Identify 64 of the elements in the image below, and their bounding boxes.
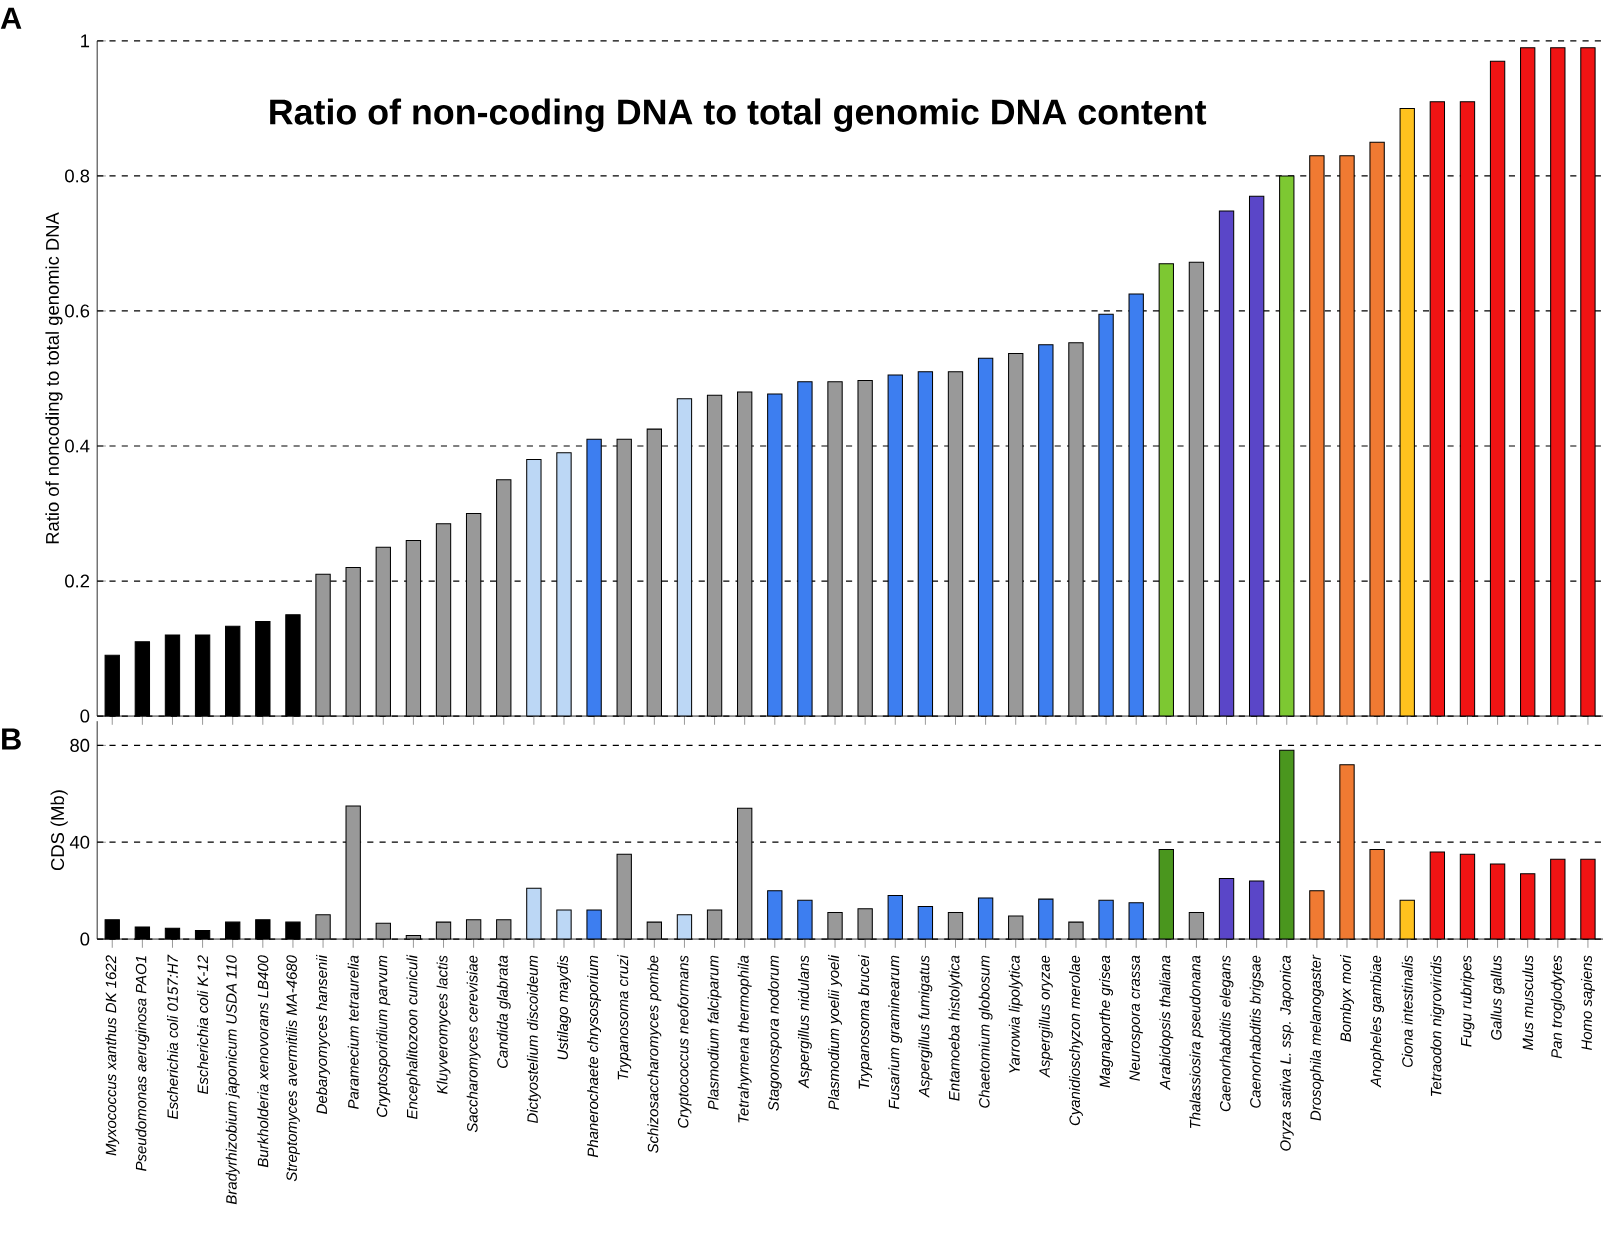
x-tick-label: Escherichia coli 0157:H7 [167,954,178,1120]
y-tick-label: 0.4 [65,439,90,453]
x-tick-label: Caenorhabditis elegans [1219,955,1234,1112]
y-tick-label: 0.2 [65,574,90,588]
x-tick-label: Candida glabrata [496,955,511,1069]
y-tick-label: 40 [69,835,90,849]
x-tick-label: Homo sapiens [1580,955,1595,1051]
y-tick-label: 0 [80,932,90,946]
text: B [2,728,21,750]
x-tick-label: Encephalitozoon cuniculi [406,954,421,1120]
x-tick-label: Dictyostelium discoideum [526,955,541,1124]
x-tick-label: Escherichia coli K-12 [197,955,209,1095]
x-tick-label: Phanerochaete chrysosporium [587,955,602,1158]
y-axis-title: CDS (Mb) [50,790,68,871]
y-tick-label: 0 [80,709,90,723]
x-tick-label: Pan troglodytes [1550,955,1565,1059]
x-tick-label: Ustilago maydis [557,955,571,1060]
x-tick-label: Plasmodium falciparum [707,955,722,1110]
x-tick-label: Cyanidioschyzon merolae [1069,955,1083,1126]
x-tick-label: Tetraodon nigroviridis [1430,955,1445,1097]
x-tick-label: Chaetomium globosum [978,955,993,1108]
x-tick-label: Paramecium tetraurelia [347,955,359,1110]
x-tick-label: Aspergillus nidulans [797,955,812,1089]
x-tick-label: Pseudomonas aeruginosa PAO1 [135,956,150,1172]
x-tick-label: Myxococcus xanthus DK 1622 [105,955,120,1156]
text: A [0,7,22,29]
x-tick-label: Yarrowia lipolytica [1008,955,1023,1073]
x-tick-label: Stagonospora nodorum [767,955,782,1111]
y-tick-label: 1 [81,34,90,48]
x-tick-label: Drosophila melanogaster [1309,954,1324,1121]
x-tick-label: Burkholderia xenovorans LB400 [257,955,269,1168]
x-tick-label: Fugu rubripes [1460,955,1475,1047]
x-tick-label: Bombyx mori [1340,954,1354,1042]
y-tick-label: 0.8 [65,169,90,183]
y-axis-title: Ratio of noncoding to total genomic DNA [45,212,63,544]
x-tick-label: Gallus gallus [1490,955,1505,1040]
x-tick-label: Trypanosoma cruzi [617,954,632,1080]
x-tick-label: Caenorhabditis brigsae [1249,955,1264,1108]
x-tick-label: Trypanosoma brucei [858,954,873,1089]
x-tick-label: Arabidopsis thaliana [1159,955,1174,1091]
x-tick-label: Aspergillus oryzae [1038,955,1053,1078]
x-tick-label: Tetrahymena thermophila [737,955,752,1123]
x-tick-label: Plasmodium yoelii yoeli [828,954,842,1110]
x-tick-label: Anopheles gambiae [1370,955,1385,1088]
x-tick-label: Streptomyces avermitilis MA-4680 [285,955,300,1182]
x-tick-label: Bradyrhizobium japonicum USDA 110 [225,955,240,1205]
x-tick-label: Aspergillus fumigatus [918,955,933,1098]
x-tick-label: Mus musculus [1522,955,1534,1051]
x-tick-label: Saccharomyces cerevisiae [466,955,481,1133]
x-tick-label: Magnaporthe grisea [1099,955,1114,1088]
y-tick-label: 80 [70,738,90,753]
y-tick-label: 0.6 [65,304,90,318]
x-tick-label: Ciona intestinalis [1401,955,1413,1068]
text: Ratio of non-coding DNA to total genomic DNA content [270,98,1207,133]
x-tick-label: Neurospora crassa [1129,955,1143,1081]
x-tick-label: Oryza sativa L. ssp. Japonica [1279,955,1294,1151]
x-tick-label: Debaryomyces hansenii [316,954,330,1115]
x-tick-label: Thalassiosira pseudonana [1189,955,1204,1129]
x-tick-label: Fusarium graminearum [888,955,903,1110]
x-tick-label: Schizosaccharomyces pombe [647,955,662,1154]
x-tick-label: Entamoeba histolytica [948,955,963,1101]
x-tick-label: Cryptococcus neoformans [677,955,692,1128]
x-tick-label: Cryptosporidium parvum [376,955,391,1117]
x-tick-label: Kluyveromyces lactis [436,955,451,1095]
